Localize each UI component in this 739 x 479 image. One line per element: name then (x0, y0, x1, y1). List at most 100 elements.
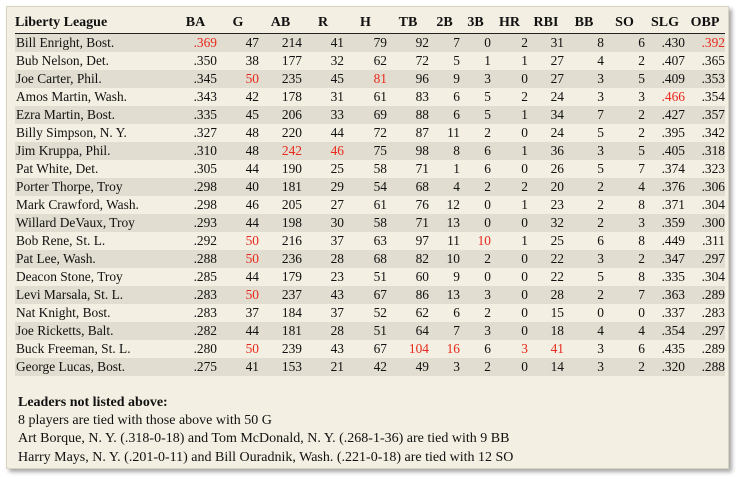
stat-cell-hr: 0 (491, 358, 528, 376)
column-header-hr: HR (491, 13, 528, 34)
stat-cell-rbi: 18 (528, 322, 564, 340)
stat-cell-so: 7 (604, 286, 645, 304)
stat-cell-ab: 236 (259, 250, 302, 268)
column-header-2b: 2B (429, 13, 460, 34)
stat-cell-slg: .371 (645, 196, 685, 214)
stat-cell-h: 62 (344, 52, 387, 70)
stat-cell-g: 50 (217, 340, 259, 358)
table-row: Amos Martin, Wash. .343 42 178 31 61 83 6 5 2 24 3 3… (15, 88, 725, 106)
stat-cell-rbi: 31 (528, 33, 564, 52)
column-header-tb: TB (387, 13, 429, 34)
stat-cell-so: 5 (604, 70, 645, 88)
stat-cell-obp: .354 (685, 88, 725, 106)
stat-cell-tb: 71 (387, 160, 429, 178)
stat-cell-r: 32 (302, 52, 344, 70)
player-name-cell: Pat White, Det. (15, 160, 174, 178)
stat-cell-g: 50 (217, 70, 259, 88)
stat-cell-ab: 181 (259, 178, 302, 196)
stat-cell-rbi: 41 (528, 340, 564, 358)
player-name-cell: Porter Thorpe, Troy (15, 178, 174, 196)
stat-cell-bb: 5 (564, 124, 604, 142)
player-name-cell: Deacon Stone, Troy (15, 268, 174, 286)
stat-cell-r: 46 (302, 142, 344, 160)
stat-cell-r: 43 (302, 286, 344, 304)
stat-cell-3b: 1 (460, 52, 491, 70)
stat-cell-bb: 0 (564, 304, 604, 322)
stat-cell-rbi: 28 (528, 286, 564, 304)
stat-cell-h: 61 (344, 88, 387, 106)
stat-cell-so: 4 (604, 322, 645, 340)
stat-cell-ba: .285 (174, 268, 217, 286)
table-row: Joe Carter, Phil. .345 50 235 45 81 96 9 3 0 27 3 5.… (15, 70, 725, 88)
stat-cell-3b: 5 (460, 88, 491, 106)
table-row: Bub Nelson, Det. .350 38 177 32 62 72 5 1 1 27 4 2.4… (15, 52, 725, 70)
stat-cell-obp: .304 (685, 268, 725, 286)
stat-cell-rbi: 32 (528, 214, 564, 232)
stat-cell-obp: .311 (685, 232, 725, 250)
notes-line: Art Borque, N. Y. (.318-0-18) and Tom Mc… (18, 431, 510, 447)
table-row: Pat Lee, Wash. .288 50 236 28 68 82 10 2 0 22 3 2.34… (15, 250, 725, 268)
column-header-3b: 3B (460, 13, 491, 34)
table-row: Deacon Stone, Troy .285 44 179 23 51 60 9 0 0 22 5 8… (15, 268, 725, 286)
stat-cell-so: 6 (604, 33, 645, 52)
stat-cell-rbi: 27 (528, 70, 564, 88)
stat-cell-2b: 16 (429, 340, 460, 358)
table-row: Joe Ricketts, Balt. .282 44 181 28 51 64 7 3 0 18 4… (15, 322, 725, 340)
stat-cell-rbi: 20 (528, 178, 564, 196)
stat-cell-2b: 6 (429, 304, 460, 322)
stat-cell-3b: 0 (460, 33, 491, 52)
stat-cell-r: 37 (302, 304, 344, 322)
stat-cell-so: 8 (604, 268, 645, 286)
stat-cell-bb: 5 (564, 160, 604, 178)
stat-cell-ab: 206 (259, 106, 302, 124)
stat-cell-tb: 87 (387, 124, 429, 142)
column-header-ab: AB (259, 13, 302, 34)
stat-cell-h: 68 (344, 250, 387, 268)
stat-cell-slg: .405 (645, 142, 685, 160)
header-row: Liberty League BA G AB R H TB 2B 3B HR R… (15, 13, 725, 34)
table-row: Nat Knight, Bost. .283 37 184 37 52 62 6 2 0 15 0 0.… (15, 304, 725, 322)
stat-cell-ab: 181 (259, 322, 302, 340)
stat-cell-slg: .449 (645, 232, 685, 250)
stat-cell-ba: .335 (174, 106, 217, 124)
stat-cell-obp: .353 (685, 70, 725, 88)
stat-cell-bb: 3 (564, 358, 604, 376)
stat-cell-rbi: 23 (528, 196, 564, 214)
stat-cell-ab: 214 (259, 33, 302, 52)
stat-cell-slg: .376 (645, 178, 685, 196)
stat-cell-slg: .427 (645, 106, 685, 124)
stat-cell-slg: .359 (645, 214, 685, 232)
stat-cell-r: 33 (302, 106, 344, 124)
stat-cell-rbi: 24 (528, 88, 564, 106)
stat-cell-tb: 62 (387, 304, 429, 322)
column-header-r: R (302, 13, 344, 34)
stat-cell-bb: 3 (564, 88, 604, 106)
stat-cell-tb: 64 (387, 322, 429, 340)
stat-cell-slg: .320 (645, 358, 685, 376)
stat-cell-2b: 13 (429, 286, 460, 304)
stat-cell-2b: 6 (429, 106, 460, 124)
stat-cell-bb: 5 (564, 268, 604, 286)
stat-cell-hr: 0 (491, 250, 528, 268)
stat-cell-rbi: 25 (528, 232, 564, 250)
stat-cell-tb: 98 (387, 142, 429, 160)
player-name-cell: Bub Nelson, Det. (15, 52, 174, 70)
table-row: Levi Marsala, St. L. .283 50 237 43 67 86 13 3 0 2… (15, 286, 725, 304)
player-name-cell: Ezra Martin, Bost. (15, 106, 174, 124)
stat-cell-2b: 8 (429, 142, 460, 160)
column-header-obp: OBP (685, 13, 725, 34)
stat-cell-ba: .310 (174, 142, 217, 160)
table-row: Willard DeVaux, Troy .293 44 198 30 58 71 13 0 0 3… (15, 214, 725, 232)
stat-cell-g: 48 (217, 124, 259, 142)
stat-cell-obp: .318 (685, 142, 725, 160)
stat-cell-3b: 6 (460, 340, 491, 358)
stat-cell-g: 37 (217, 304, 259, 322)
stat-cell-hr: 0 (491, 268, 528, 286)
stat-cell-ba: .292 (174, 232, 217, 250)
table-row: Pat White, Det. .305 44 190 25 58 71 1 6 0 26 5 7.37… (15, 160, 725, 178)
stat-cell-slg: .354 (645, 322, 685, 340)
stat-cell-ba: .280 (174, 340, 217, 358)
stat-cell-2b: 5 (429, 52, 460, 70)
stat-cell-r: 44 (302, 124, 344, 142)
stat-cell-tb: 104 (387, 340, 429, 358)
